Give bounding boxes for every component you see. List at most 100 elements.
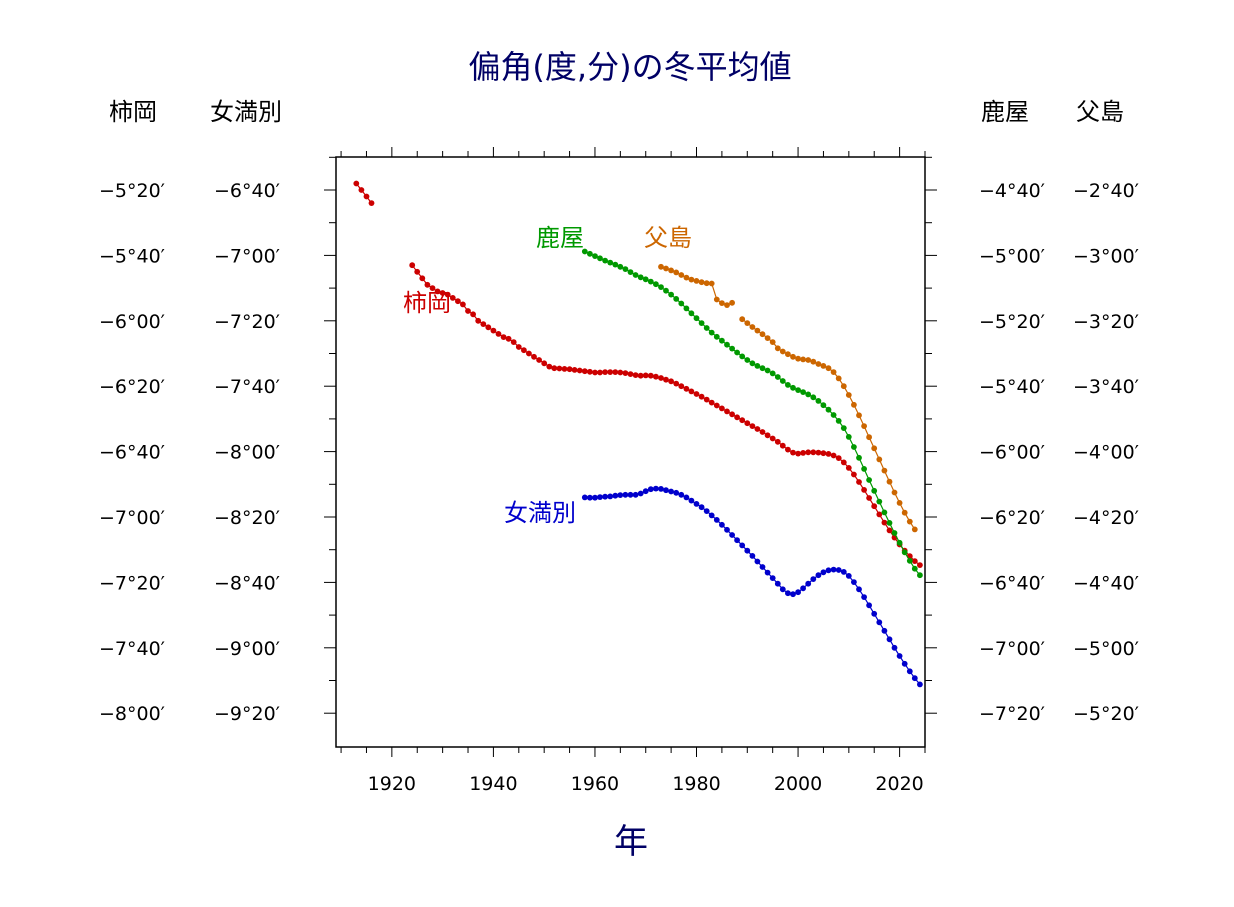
y-tick-label-right_outer: −3°20′ [1073,311,1139,333]
data-point [886,527,893,534]
data-point [653,485,659,492]
y-tick-label-right_outer: −2°40′ [1073,180,1139,202]
data-point [891,489,898,496]
data-point [891,530,898,536]
y-tick-label-left_inner: −8°20′ [214,507,280,529]
data-point [734,414,740,421]
y-tick-label-right_inner: −5°40′ [979,376,1045,398]
data-point [795,450,801,457]
data-point [592,494,598,501]
data-point [622,491,629,498]
data-point [521,347,527,354]
data-point [866,495,872,501]
data-point [531,353,537,360]
data-point [749,360,756,367]
data-point [612,261,619,268]
y-tick-label-left_inner: −6°40′ [214,180,280,202]
y-tick-label-right_outer: −5°00′ [1073,638,1139,660]
data-point [790,384,796,391]
data-point [632,372,639,378]
data-point [688,310,695,317]
data-point [851,579,857,585]
data-point [881,627,888,634]
plot-frame [335,156,926,748]
data-point [617,369,624,376]
data-point [896,653,903,659]
data-point [703,508,710,514]
data-point [825,451,832,457]
annotation-chichijima: 父島 [644,224,692,252]
data-point [439,290,446,296]
data-point [668,488,674,495]
right-inner-axis-title: 鹿屋 [981,98,1029,126]
data-point [800,585,806,592]
data-point [597,255,603,262]
data-point [490,327,497,334]
data-point [825,567,832,574]
data-point [708,329,715,336]
data-point [734,349,740,356]
data-point [561,366,568,372]
data-point [891,644,898,651]
data-point [693,278,700,284]
data-point [505,335,512,342]
data-point [805,580,812,587]
y-tick-label-right_outer: −5°20′ [1073,703,1139,725]
data-point [851,471,857,478]
data-point [764,432,771,439]
data-point [663,265,669,272]
y-tick-label-left_outer: −7°00′ [99,507,165,529]
data-point [876,511,883,518]
data-point [906,557,913,564]
data-point [820,363,827,369]
data-point [587,250,593,257]
data-point [764,367,771,374]
y-tick-label-left_inner: −9°00′ [214,638,280,660]
left-inner-axis-title: 女満別 [210,98,282,126]
data-point [637,274,644,281]
data-point [729,411,735,418]
data-point [719,300,725,306]
data-point [358,187,365,193]
data-point [566,366,573,373]
data-point [703,325,710,331]
data-point [871,445,878,452]
data-point [688,276,695,283]
series-line [584,487,921,685]
data-point [592,369,598,376]
data-point [673,296,680,302]
data-point [906,518,913,525]
data-point [698,279,705,286]
data-point [845,573,852,579]
data-point [429,285,436,291]
data-point [353,180,360,187]
y-tick-label-right_inner: −6°20′ [979,507,1045,529]
data-point [779,442,786,449]
left-outer-axis-title: 柿岡 [109,98,157,126]
data-point [911,675,918,682]
data-point [719,405,725,412]
data-point [759,429,766,435]
data-point [683,385,690,392]
data-point [617,263,624,270]
data-point [678,383,685,390]
data-point [866,434,872,441]
data-point [835,375,842,382]
y-tick-label-right_outer: −4°00′ [1073,442,1139,464]
data-point [871,487,878,494]
data-point [683,305,690,312]
annotation-memambetsu: 女満別 [504,499,576,527]
data-point [551,365,558,372]
data-point [754,558,761,565]
data-point [678,300,685,307]
data-point [866,477,872,483]
y-tick-label-left_outer: −5°20′ [99,180,165,202]
data-point [769,435,776,442]
y-tick-label-left_inner: −7°20′ [214,311,280,333]
data-point [911,558,918,564]
data-point [795,387,801,393]
data-point [759,365,766,372]
y-tick-label-right_inner: −6°00′ [979,442,1045,464]
data-point [800,356,806,363]
data-point [779,348,786,355]
